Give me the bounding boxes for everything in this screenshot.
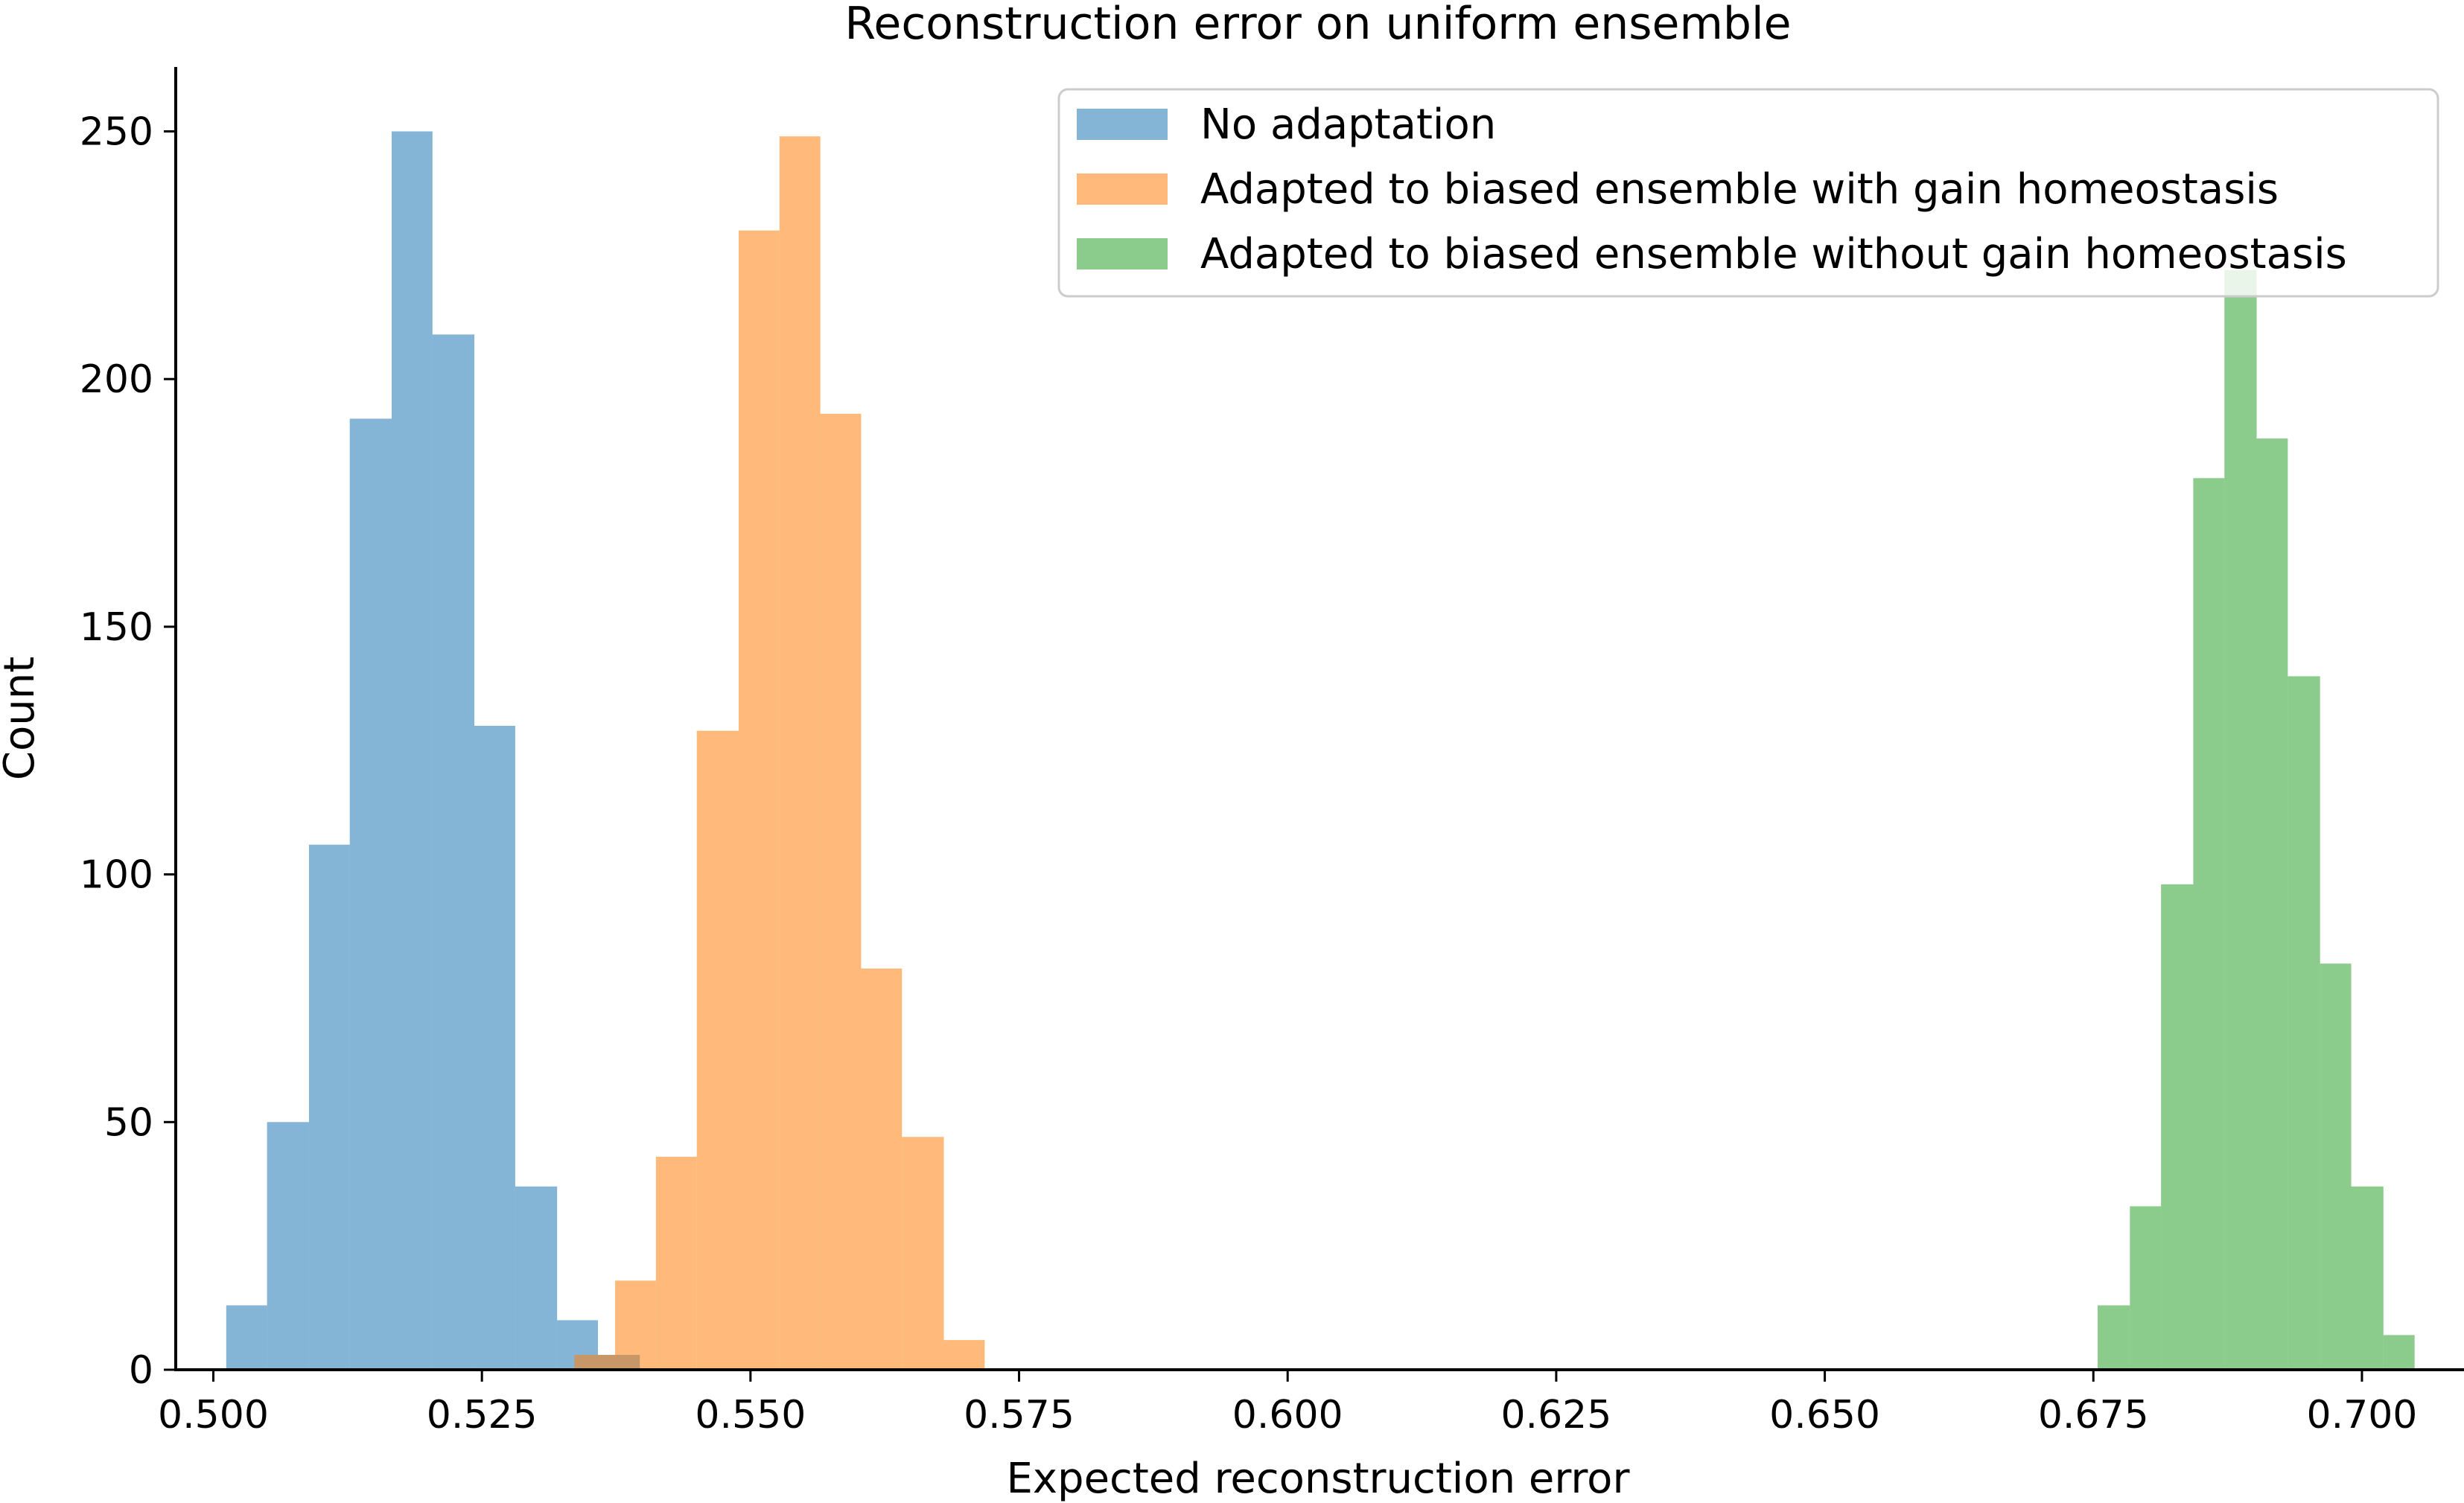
histogram-bar <box>655 1156 697 1370</box>
legend-label: Adapted to biased ensemble with gain hom… <box>1200 165 2279 214</box>
histogram-bar <box>267 1122 309 1370</box>
histogram-bar <box>2351 1186 2384 1370</box>
legend: No adaptation Adapted to biased ensemble… <box>1057 88 2439 298</box>
y-tick-label: 250 <box>80 110 153 155</box>
x-axis-ticks: 0.500 0.525 0.550 0.575 0.600 0.625 0.650 0.675… <box>158 1370 2417 1437</box>
histogram-bar <box>861 969 902 1370</box>
histogram-bar <box>515 1186 558 1370</box>
y-axis-label: Count <box>0 657 44 780</box>
x-tick-label: 0.500 <box>158 1393 269 1437</box>
histogram-bar <box>2288 676 2320 1370</box>
legend-swatch <box>1077 173 1168 205</box>
legend-label: No adaptation <box>1200 100 1496 149</box>
y-tick-label: 0 <box>129 1348 153 1393</box>
legend-label: Adapted to biased ensemble without gain … <box>1200 230 2347 278</box>
histogram-bar <box>820 413 862 1370</box>
y-tick-label: 150 <box>80 605 153 650</box>
x-axis-label: Expected reconstruction error <box>1007 1455 1631 1503</box>
y-tick-label: 200 <box>80 357 153 402</box>
histogram-bar <box>2320 963 2352 1370</box>
x-tick-label: 0.600 <box>1232 1393 1343 1437</box>
histogram-bar <box>2193 478 2225 1370</box>
histogram-bar <box>391 131 433 1370</box>
x-tick-label: 0.650 <box>1769 1393 1880 1437</box>
x-tick-label: 0.675 <box>2038 1393 2149 1437</box>
histogram-bar <box>902 1137 944 1370</box>
series-3-bars <box>2098 269 2415 1370</box>
histogram-bars <box>226 131 2415 1370</box>
histogram-bar <box>2161 884 2194 1370</box>
series-2-bars <box>574 136 985 1370</box>
histogram-bar <box>779 136 821 1370</box>
histogram-bar <box>2224 269 2257 1370</box>
legend-frame <box>1057 88 2439 298</box>
x-tick-label: 0.575 <box>964 1393 1075 1437</box>
histogram-bar <box>474 725 515 1370</box>
histogram-bar <box>2256 438 2288 1370</box>
x-tick-label: 0.525 <box>427 1393 538 1437</box>
histogram-bar <box>943 1340 985 1370</box>
histogram-bar <box>2098 1305 2130 1370</box>
histogram-bar <box>2383 1335 2415 1370</box>
chart-title: Reconstruction error on uniform ensemble <box>844 0 1791 50</box>
histogram-bar <box>432 334 475 1370</box>
x-tick-label: 0.550 <box>695 1393 806 1437</box>
histogram-bar <box>349 418 392 1370</box>
series-1-bars <box>226 131 640 1370</box>
histogram-bar <box>696 730 739 1370</box>
x-tick-label: 0.625 <box>1500 1393 1611 1437</box>
y-tick-label: 50 <box>104 1100 153 1145</box>
histogram-bar <box>615 1280 656 1370</box>
histogram-bar <box>574 1355 616 1370</box>
histogram-bar <box>2130 1206 2162 1370</box>
x-tick-label: 0.700 <box>2307 1393 2418 1437</box>
legend-swatch <box>1077 109 1168 140</box>
legend-swatch <box>1077 238 1168 269</box>
histogram-bar <box>308 844 350 1370</box>
histogram-bar <box>226 1305 267 1370</box>
y-axis-ticks: 0 50 100 150 200 250 <box>80 110 176 1393</box>
y-tick-label: 100 <box>80 853 153 898</box>
histogram-bar <box>738 230 780 1370</box>
